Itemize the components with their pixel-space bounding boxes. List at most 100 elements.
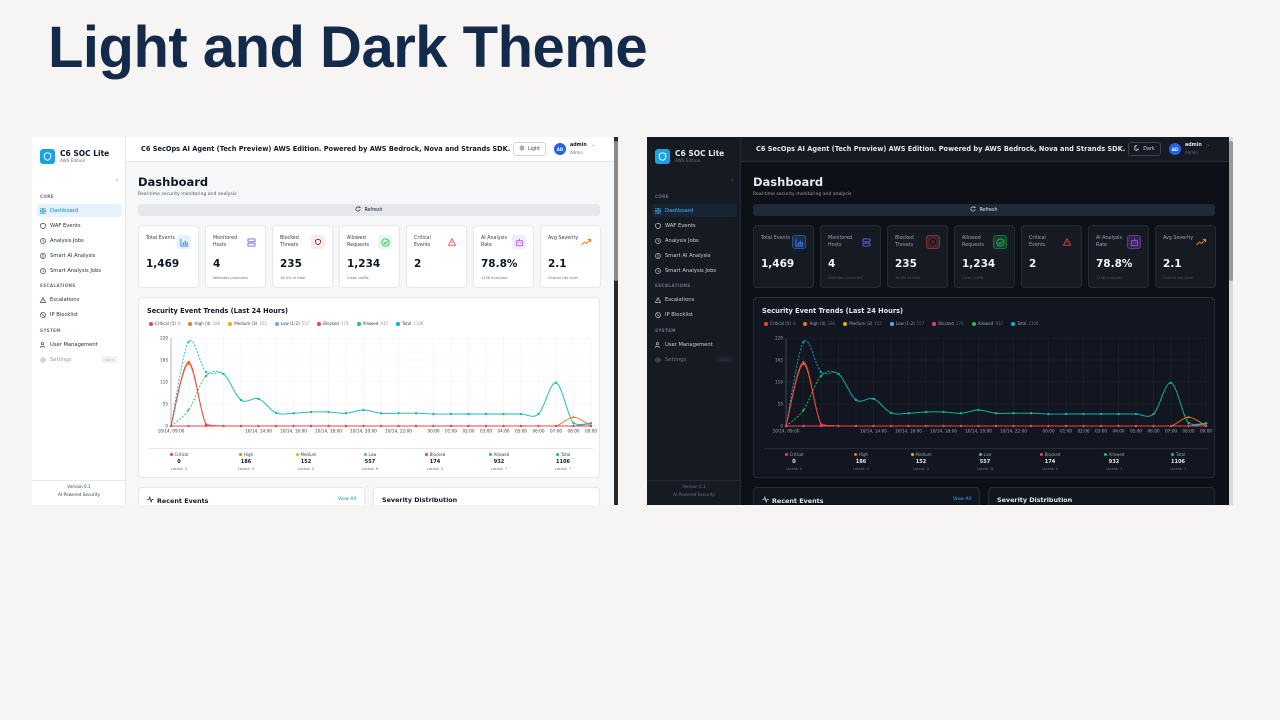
data-point-critical[interactable] [1064, 424, 1068, 428]
data-point-total[interactable] [1082, 412, 1085, 416]
legend-item[interactable]: High (4) 186 [803, 321, 835, 326]
data-point-total[interactable] [977, 408, 980, 412]
sidebar-item-escalations[interactable]: Escalations [37, 293, 122, 306]
legend-item[interactable]: Critical (5) 8 [764, 321, 795, 326]
sidebar-item-smart-analysis-jobs[interactable]: Smart Analysis Jobs [652, 264, 737, 277]
data-point-total[interactable] [519, 412, 523, 416]
data-point-total[interactable] [959, 412, 963, 415]
stat-card-critical-events[interactable]: Critical Events 2 [1021, 225, 1082, 288]
data-point-critical[interactable] [397, 424, 400, 428]
data-point-total[interactable] [222, 372, 225, 376]
sidebar-item-user-management[interactable]: User Management [37, 338, 122, 351]
data-point-critical[interactable] [292, 424, 295, 428]
data-point-allowed[interactable] [187, 408, 190, 412]
data-point-total[interactable] [802, 340, 805, 344]
sidebar-item-dashboard[interactable]: Dashboard [652, 204, 737, 217]
data-point-total[interactable] [854, 398, 858, 402]
sidebar-item-ip-blocklist[interactable]: IP Blocklist [652, 308, 737, 321]
data-point-high[interactable] [1187, 416, 1190, 419]
data-point-total[interactable] [274, 411, 278, 414]
data-point-critical[interactable] [924, 424, 928, 428]
data-point-critical[interactable] [537, 424, 540, 428]
data-point-total[interactable] [942, 410, 945, 414]
theme-toggle-button[interactable]: Dark [1128, 142, 1161, 156]
legend-item[interactable]: Allowed 932 [971, 321, 1003, 326]
data-point-critical[interactable] [484, 424, 488, 428]
stat-card-monitored-hosts[interactable]: Monitored Hosts 4 Websites protected [820, 225, 881, 288]
data-point-total[interactable] [187, 340, 190, 344]
data-point-critical[interactable] [1204, 424, 1208, 428]
data-point-blocked[interactable] [802, 424, 805, 428]
data-point-total[interactable] [414, 412, 418, 415]
data-point-total[interactable] [1187, 422, 1190, 425]
scrollbar-thumb[interactable] [1229, 141, 1233, 281]
data-point-critical[interactable] [1169, 424, 1173, 428]
data-point-total[interactable] [204, 370, 208, 374]
sidebar-item-dashboard[interactable]: Dashboard [37, 204, 122, 217]
data-point-critical[interactable] [169, 424, 173, 428]
legend-item[interactable]: Low (1-2) 557 [274, 321, 309, 326]
collapse-sidebar-button[interactable]: ‹ [116, 177, 119, 184]
data-point-total[interactable] [432, 412, 435, 416]
sidebar-item-settings[interactable]: Settings Soon [652, 353, 737, 366]
data-point-high[interactable] [802, 362, 805, 366]
data-point-total[interactable] [837, 372, 840, 376]
data-point-total[interactable] [292, 412, 295, 415]
data-point-blocked[interactable] [204, 424, 208, 428]
view-all-link[interactable]: View All [337, 497, 356, 502]
data-point-critical[interactable] [1082, 424, 1085, 428]
data-point-total[interactable] [537, 412, 540, 416]
data-point-total[interactable] [239, 398, 243, 402]
data-point-blocked[interactable] [187, 424, 190, 428]
data-point-critical[interactable] [1134, 424, 1138, 428]
data-point-critical[interactable] [449, 424, 453, 428]
brand[interactable]: C6 SOC Lite AWS Edition [40, 146, 109, 166]
data-point-critical[interactable] [942, 424, 945, 428]
stat-card-monitored-hosts[interactable]: Monitored Hosts 4 Websites protected [205, 225, 266, 288]
avatar[interactable]: AD [554, 143, 566, 155]
data-point-total[interactable] [344, 412, 348, 415]
data-point-total[interactable] [572, 422, 575, 425]
data-point-critical[interactable] [837, 424, 840, 428]
data-point-critical[interactable] [819, 423, 823, 426]
data-point-blocked[interactable] [819, 424, 823, 428]
chevron-down-icon[interactable]: ˅ [1207, 145, 1210, 151]
stat-card-allowed-requests[interactable]: Allowed Requests 1,234 Clean traffic [954, 225, 1015, 288]
data-point-total[interactable] [467, 412, 470, 416]
brand[interactable]: C6 SOC Lite AWS Edition [655, 146, 724, 166]
data-point-critical[interactable] [274, 424, 278, 428]
data-point-critical[interactable] [204, 423, 208, 426]
legend-item[interactable]: Total 1106 [395, 321, 423, 326]
data-point-total[interactable] [379, 412, 383, 415]
data-point-critical[interactable] [239, 424, 243, 428]
data-point-critical[interactable] [1099, 424, 1103, 428]
data-point-critical[interactable] [959, 424, 963, 428]
scrollbar[interactable] [614, 137, 618, 505]
data-point-total[interactable] [1029, 412, 1033, 415]
refresh-button[interactable]: Refresh [138, 204, 600, 216]
legend-item[interactable]: Blocked 174 [932, 321, 964, 326]
data-point-total[interactable] [889, 411, 893, 414]
legend-item[interactable]: Low (1-2) 557 [889, 321, 924, 326]
data-point-critical[interactable] [977, 424, 980, 428]
sidebar-item-smart-ai-analysis[interactable]: Smart AI Analysis [37, 249, 122, 262]
avatar[interactable]: AD [1169, 143, 1181, 155]
stat-card-avg-severity[interactable]: Avg Severity 2.1 Overall risk level [540, 225, 601, 288]
data-point-total[interactable] [1099, 412, 1103, 416]
data-point-critical[interactable] [1012, 424, 1015, 428]
data-point-critical[interactable] [784, 424, 788, 428]
data-point-total[interactable] [872, 397, 875, 400]
legend-item[interactable]: Allowed 932 [356, 321, 388, 326]
legend-item[interactable]: Critical (5) 8 [149, 321, 180, 326]
data-point-total[interactable] [484, 412, 488, 416]
stat-card-total-events[interactable]: Total Events 1,469 [753, 225, 814, 288]
data-point-critical[interactable] [309, 424, 313, 428]
stat-card-total-events[interactable]: Total Events 1,469 [138, 225, 199, 288]
data-point-critical[interactable] [519, 424, 523, 428]
legend-item[interactable]: Medium (3) 152 [843, 321, 882, 326]
data-point-critical[interactable] [872, 424, 875, 428]
data-point-critical[interactable] [187, 360, 190, 364]
data-point-critical[interactable] [554, 424, 558, 428]
scrollbar[interactable] [1229, 137, 1233, 505]
data-point-total[interactable] [589, 422, 593, 425]
